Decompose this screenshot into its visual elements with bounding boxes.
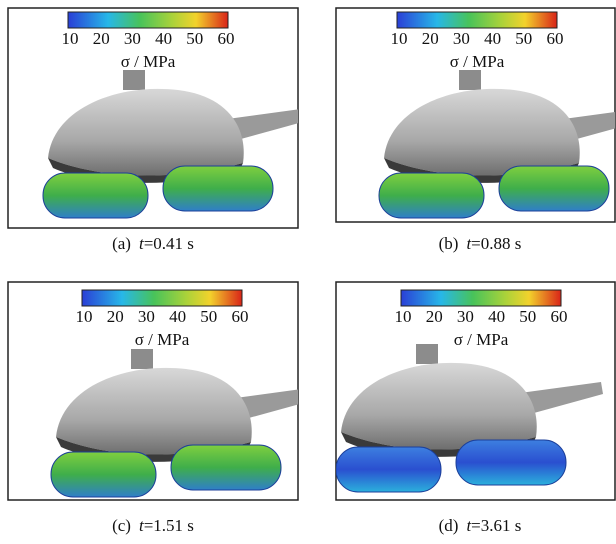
caption-tag: (d) xyxy=(439,516,459,535)
fuselage xyxy=(56,367,252,455)
caption: (d) t=3.61 s xyxy=(439,516,522,535)
colorbar xyxy=(396,11,558,29)
simulation-image xyxy=(50,349,298,498)
colorbar-tick-label: 20 xyxy=(93,29,110,48)
rotor-mast xyxy=(123,70,145,90)
caption-variable: t xyxy=(466,234,472,253)
colorbar-label: σ / MPa xyxy=(135,330,190,349)
colorbar-tick-label: 30 xyxy=(453,29,470,48)
colorbar-tick-label: 60 xyxy=(232,307,249,326)
flotation-bag xyxy=(455,439,567,486)
colorbar-tick-label: 10 xyxy=(391,29,408,48)
caption-tag: (a) xyxy=(112,234,131,253)
colorbar-tick-label: 40 xyxy=(155,29,172,48)
caption-value: =0.41 s xyxy=(144,234,194,253)
colorbar-tick-label: 60 xyxy=(218,29,235,48)
flotation-bag xyxy=(50,451,157,498)
fuselage xyxy=(48,88,244,176)
caption: (b) t=0.88 s xyxy=(439,234,522,253)
colorbar-tick-label: 30 xyxy=(138,307,155,326)
flotation-bag xyxy=(42,172,149,219)
flotation-bag xyxy=(378,172,485,219)
colorbar-tick-label: 30 xyxy=(457,307,474,326)
colorbar-label: σ / MPa xyxy=(450,52,505,71)
rotor-mast xyxy=(459,70,481,90)
colorbar-tick-label: 20 xyxy=(422,29,439,48)
flotation-bag xyxy=(162,165,274,212)
caption-value: =1.51 s xyxy=(144,516,194,535)
fuselage xyxy=(341,362,537,450)
colorbar-tick-label: 40 xyxy=(169,307,186,326)
colorbar-tick-label: 60 xyxy=(551,307,568,326)
caption: (a) t=0.41 s xyxy=(112,234,194,253)
colorbar-tick-label: 50 xyxy=(519,307,536,326)
colorbar-tick-label: 20 xyxy=(426,307,443,326)
colorbar-label: σ / MPa xyxy=(121,52,176,71)
flotation-bag xyxy=(498,165,610,212)
simulation-image xyxy=(336,344,603,493)
caption: (c) t=1.51 s xyxy=(112,516,194,535)
colorbar-tick-label: 10 xyxy=(76,307,93,326)
caption-tag: (c) xyxy=(112,516,131,535)
colorbar-tick-label: 50 xyxy=(186,29,203,48)
colorbar-tick-label: 50 xyxy=(200,307,217,326)
fuselage xyxy=(384,88,580,176)
colorbar-tick-label: 40 xyxy=(488,307,505,326)
colorbar-tick-label: 20 xyxy=(107,307,124,326)
colorbar-label: σ / MPa xyxy=(454,330,509,349)
rotor-mast xyxy=(131,349,153,369)
panel: 10 20 30 40 50 60 σ / MPa (a) t=0.41 s xyxy=(7,7,299,253)
colorbar-tick-label: 10 xyxy=(62,29,79,48)
simulation-image xyxy=(378,70,615,219)
caption-value: =3.61 s xyxy=(471,516,521,535)
colorbar-tick-label: 50 xyxy=(515,29,532,48)
rotor-mast xyxy=(416,344,438,364)
colorbar-tick-label: 40 xyxy=(484,29,501,48)
caption-tag: (b) xyxy=(439,234,459,253)
panel: 10 20 30 40 50 60 σ / MPa (d) t=3.61 s xyxy=(335,281,616,535)
colorbar xyxy=(81,289,243,307)
caption-variable: t xyxy=(466,516,472,535)
colorbar-tick-label: 30 xyxy=(124,29,141,48)
colorbar xyxy=(400,289,562,307)
caption-variable: t xyxy=(139,234,145,253)
simulation-image xyxy=(42,70,298,219)
flotation-bag xyxy=(170,444,282,491)
colorbar-tick-label: 60 xyxy=(547,29,564,48)
colorbar-tick-label: 10 xyxy=(395,307,412,326)
colorbar xyxy=(67,11,229,29)
caption-variable: t xyxy=(139,516,145,535)
panel: 10 20 30 40 50 60 σ / MPa (c) t=1.51 s xyxy=(7,281,299,535)
caption-value: =0.88 s xyxy=(471,234,521,253)
flotation-bag xyxy=(336,446,442,493)
panel: 10 20 30 40 50 60 σ / MPa (b) t=0.88 s xyxy=(335,7,616,253)
